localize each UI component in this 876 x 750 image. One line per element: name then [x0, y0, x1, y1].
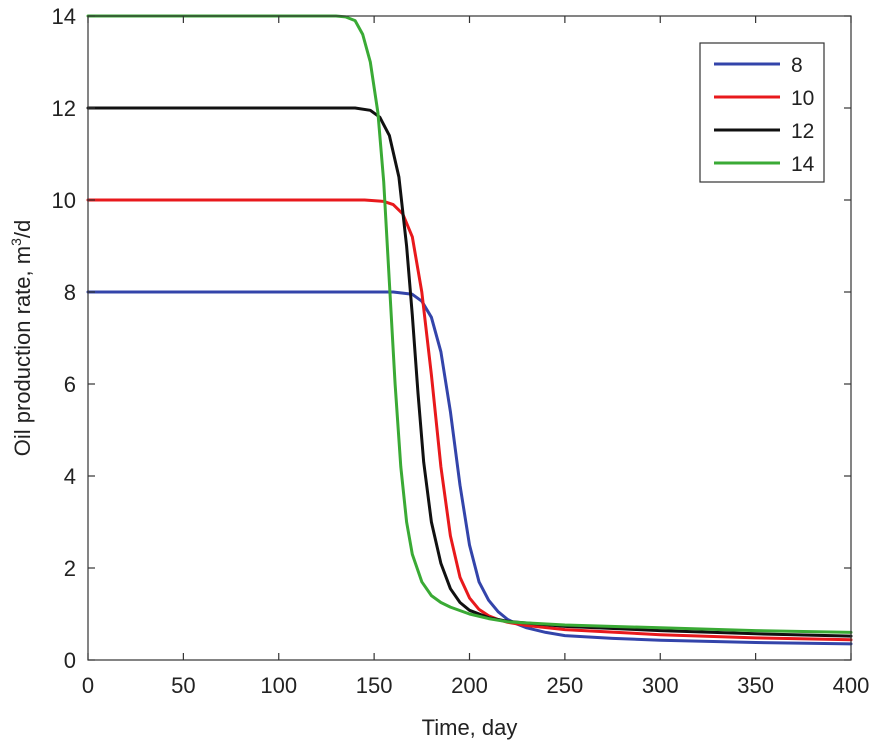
x-tick-label: 150: [356, 673, 393, 698]
y-axis-label-main: Oil production rate, m: [10, 246, 35, 456]
y-tick-label: 8: [64, 280, 76, 305]
series-line-14: [86, 14, 853, 634]
x-tick-label: 400: [833, 673, 870, 698]
x-tick-label: 200: [451, 673, 488, 698]
x-tick-label: 300: [642, 673, 679, 698]
x-tick-label: 50: [171, 673, 195, 698]
series-line-8: [86, 290, 853, 646]
series-line-10: [86, 198, 853, 642]
y-tick-label: 4: [64, 464, 76, 489]
y-axis-label-tail: /d: [10, 220, 35, 238]
legend-label-8: 8: [791, 54, 803, 77]
legend-label-12: 12: [791, 120, 814, 143]
y-tick-label: 10: [52, 188, 76, 213]
y-tick-label: 0: [64, 648, 76, 673]
legend-box: [699, 42, 825, 183]
x-tick-label: 350: [737, 673, 774, 698]
y-tick-label: 6: [64, 372, 76, 397]
y-axis-label-superscript: 3: [8, 238, 24, 246]
x-tick-label: 100: [260, 673, 297, 698]
x-tick-label: 250: [547, 673, 584, 698]
legend-label-14: 14: [791, 153, 815, 176]
y-tick-label: 14: [52, 4, 76, 29]
y-axis-label: Oil production rate, m3/d: [8, 220, 35, 456]
x-axis-label: Time, day: [422, 715, 518, 740]
x-tick-label: 0: [82, 673, 94, 698]
axes-layer: 0 50 100 150 200 250 300 350 400 0 2 4 6 8 10 12 14: [52, 4, 870, 698]
series-layer: [86, 14, 853, 646]
y-tick-label: 12: [52, 96, 76, 121]
y-tick-label: 2: [64, 556, 76, 581]
legend-label-10: 10: [791, 87, 814, 110]
legend: 8 10 12 14: [699, 42, 825, 183]
